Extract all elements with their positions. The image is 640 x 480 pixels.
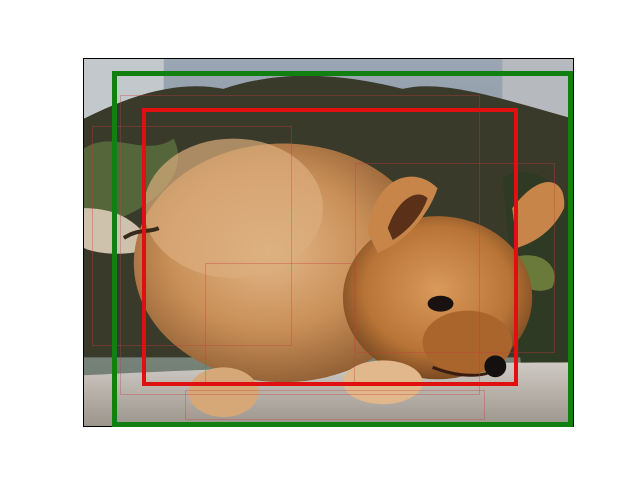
dog-photo: [83, 58, 574, 427]
puppy-photo-icon: [84, 59, 573, 426]
